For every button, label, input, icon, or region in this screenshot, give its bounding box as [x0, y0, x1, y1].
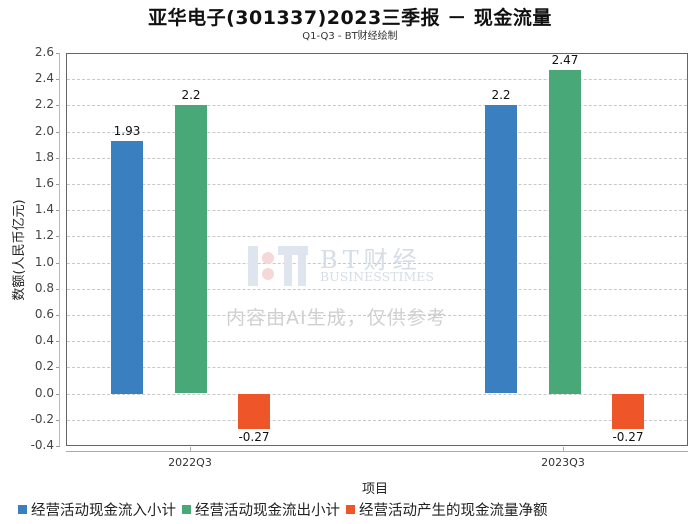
legend: 经营活动现金流入小计 经营活动现金流出小计 经营活动产生的现金流量净额 [18, 499, 548, 520]
y-tick-label: 0.0 [34, 386, 54, 400]
gridline [67, 210, 687, 211]
y-tick [56, 446, 60, 447]
y-tick-label: 1.8 [34, 150, 54, 164]
bar[interactable] [549, 70, 581, 394]
gridline [67, 315, 687, 316]
y-tick-label: 2.0 [34, 124, 54, 138]
y-tick-label: -0.4 [30, 438, 54, 452]
gridline [67, 105, 687, 106]
legend-label: 经营活动现金流出小计 [195, 503, 340, 519]
y-tick [56, 236, 60, 237]
y-axis-line [59, 53, 60, 446]
y-tick [56, 53, 60, 54]
y-tick-label: 1.0 [34, 255, 54, 269]
x-tick [563, 447, 564, 452]
y-tick [56, 341, 60, 342]
chart-subtitle: Q1-Q3 - BT财经绘制 [302, 31, 398, 42]
y-tick-label: 0.4 [34, 333, 54, 347]
bar-value-label: 2.2 [181, 88, 201, 102]
x-axis-label: 项目 [361, 482, 388, 497]
gridline [67, 341, 687, 342]
bar-value-label: 1.93 [113, 124, 141, 138]
y-tick-label: 0.8 [34, 281, 54, 295]
y-tick [56, 158, 60, 159]
y-tick [56, 79, 60, 80]
bar-value-label: 2.2 [491, 88, 511, 102]
legend-item[interactable]: 经营活动现金流入小计 [18, 499, 176, 520]
bar[interactable] [175, 105, 207, 393]
y-tick [56, 105, 60, 106]
gridline [67, 367, 687, 368]
y-tick-label: 0.6 [34, 307, 54, 321]
bar[interactable] [485, 105, 517, 393]
y-tick [56, 420, 60, 421]
bar-value-label: -0.27 [612, 430, 644, 444]
watermark-brand: BT财经 [320, 246, 422, 274]
y-tick-label: 2.4 [34, 71, 54, 85]
gridline [67, 263, 687, 264]
chart-title: 亚华电子(301337)2023三季报 － 现金流量 [148, 7, 552, 29]
y-tick-label: 1.2 [34, 228, 54, 242]
y-tick [56, 394, 60, 395]
bar-value-label: -0.27 [238, 430, 270, 444]
gridline [67, 184, 687, 185]
gridline [67, 236, 687, 237]
y-tick [56, 132, 60, 133]
bar[interactable] [612, 394, 644, 429]
x-axis-line [66, 451, 688, 452]
gridline [67, 158, 687, 159]
bar[interactable] [238, 394, 270, 429]
bar[interactable] [111, 141, 143, 394]
x-tick [190, 447, 191, 452]
legend-label: 经营活动现金流入小计 [31, 503, 176, 519]
watermark-notice: 内容由AI生成，仅供参考 [226, 307, 447, 329]
legend-label: 经营活动产生的现金流量净额 [359, 503, 548, 519]
gridline [67, 420, 687, 421]
y-tick [56, 210, 60, 211]
x-tick-label: 2022Q3 [168, 456, 212, 469]
y-tick-label: 1.4 [34, 202, 54, 216]
y-tick-label: 2.6 [34, 45, 54, 59]
legend-swatch-icon [346, 505, 355, 514]
gridline [67, 289, 687, 290]
bt-logo-icon [248, 246, 308, 286]
y-tick [56, 263, 60, 264]
y-tick [56, 315, 60, 316]
gridline [67, 79, 687, 80]
legend-swatch-icon [18, 505, 27, 514]
watermark: BT财经 BUSINESSTIMES [248, 240, 478, 300]
y-tick [56, 289, 60, 290]
watermark-brand-en: BUSINESSTIMES [320, 269, 434, 284]
y-tick-label: 1.6 [34, 176, 54, 190]
y-tick [56, 184, 60, 185]
legend-swatch-icon [182, 505, 191, 514]
x-tick-label: 2023Q3 [541, 456, 585, 469]
y-tick-label: 2.2 [34, 97, 54, 111]
y-tick [56, 367, 60, 368]
y-tick-label: -0.2 [30, 412, 54, 426]
bar-value-label: 2.47 [551, 53, 579, 67]
gridline [67, 394, 687, 395]
legend-item[interactable]: 经营活动现金流出小计 [182, 499, 340, 520]
y-tick-label: 0.2 [34, 359, 54, 373]
plot-area [66, 53, 688, 446]
gridline [67, 132, 687, 133]
legend-item[interactable]: 经营活动产生的现金流量净额 [346, 499, 548, 520]
